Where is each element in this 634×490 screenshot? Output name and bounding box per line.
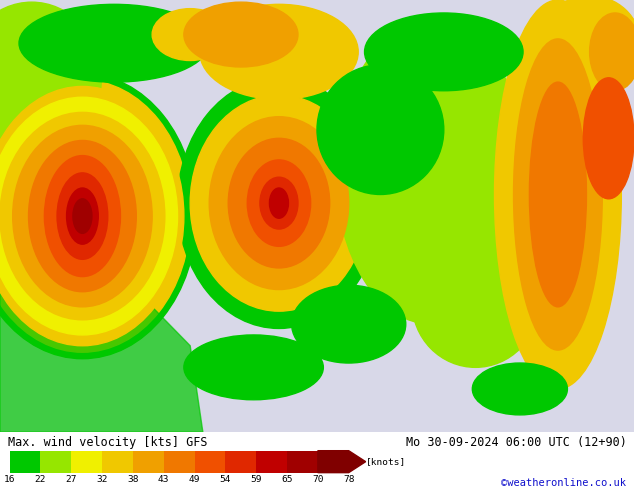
Text: 54: 54: [219, 475, 231, 484]
Ellipse shape: [336, 22, 526, 324]
Bar: [71, 451, 102, 473]
Text: 59: 59: [250, 475, 262, 484]
Ellipse shape: [0, 74, 197, 359]
Bar: [41, 451, 71, 473]
Ellipse shape: [209, 117, 349, 290]
Text: 16: 16: [4, 475, 15, 484]
Ellipse shape: [29, 141, 136, 292]
Polygon shape: [0, 86, 203, 432]
Bar: [10, 451, 41, 473]
Bar: [133, 451, 164, 473]
Ellipse shape: [365, 13, 523, 91]
Text: 70: 70: [312, 475, 323, 484]
Bar: [195, 451, 225, 473]
Ellipse shape: [178, 78, 380, 328]
Ellipse shape: [412, 238, 539, 368]
Text: 32: 32: [96, 475, 108, 484]
Ellipse shape: [200, 4, 358, 99]
Text: 38: 38: [127, 475, 139, 484]
Ellipse shape: [539, 0, 634, 91]
Ellipse shape: [317, 65, 444, 195]
Ellipse shape: [57, 173, 108, 259]
Ellipse shape: [73, 199, 92, 233]
Ellipse shape: [0, 86, 184, 346]
Ellipse shape: [184, 335, 323, 400]
Text: Max. wind velocity [kts] GFS: Max. wind velocity [kts] GFS: [8, 436, 207, 449]
Ellipse shape: [67, 188, 98, 244]
Text: 22: 22: [35, 475, 46, 484]
Text: 43: 43: [158, 475, 169, 484]
Ellipse shape: [152, 9, 228, 60]
Text: [knots]: [knots]: [366, 457, 406, 466]
Bar: [164, 451, 195, 473]
Ellipse shape: [514, 39, 602, 350]
Ellipse shape: [184, 2, 298, 67]
Text: 65: 65: [281, 475, 293, 484]
Polygon shape: [318, 451, 366, 473]
Ellipse shape: [590, 13, 634, 91]
Ellipse shape: [495, 0, 621, 389]
Ellipse shape: [0, 80, 190, 352]
Ellipse shape: [228, 138, 330, 268]
Ellipse shape: [269, 188, 288, 218]
Ellipse shape: [292, 285, 406, 363]
Ellipse shape: [190, 95, 368, 311]
Ellipse shape: [0, 97, 178, 335]
Bar: [256, 451, 287, 473]
Bar: [225, 451, 256, 473]
Ellipse shape: [529, 82, 586, 307]
Text: 78: 78: [343, 475, 354, 484]
Text: ©weatheronline.co.uk: ©weatheronline.co.uk: [501, 478, 626, 488]
Ellipse shape: [13, 125, 152, 307]
Ellipse shape: [44, 156, 120, 276]
Ellipse shape: [583, 78, 634, 199]
Ellipse shape: [247, 160, 311, 246]
Bar: [102, 451, 133, 473]
Ellipse shape: [19, 4, 209, 82]
Text: 49: 49: [189, 475, 200, 484]
Bar: [287, 451, 318, 473]
Ellipse shape: [0, 2, 101, 153]
Ellipse shape: [472, 363, 567, 415]
Text: 27: 27: [65, 475, 77, 484]
Text: Mo 30-09-2024 06:00 UTC (12+90): Mo 30-09-2024 06:00 UTC (12+90): [406, 436, 626, 449]
Ellipse shape: [0, 112, 165, 320]
Ellipse shape: [260, 177, 298, 229]
